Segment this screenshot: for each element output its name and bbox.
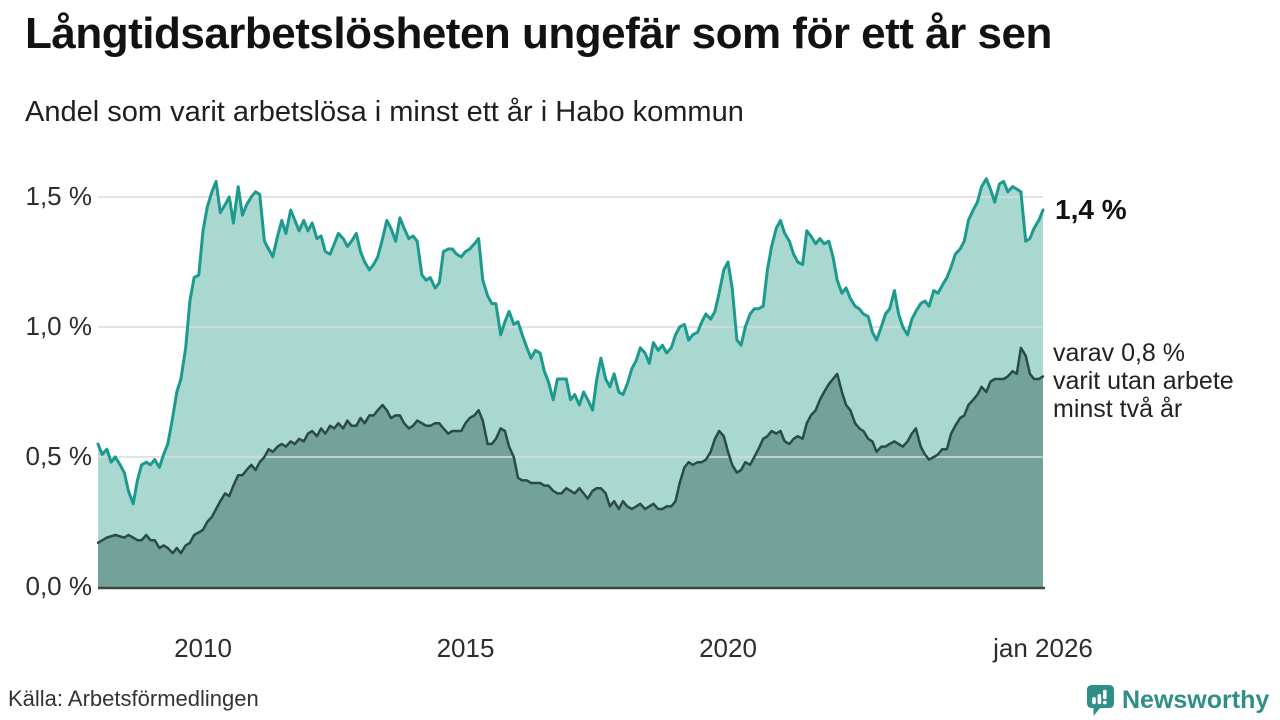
series-area-1 [98, 347, 1043, 587]
page-title: Långtidsarbetslösheten ungefär som för e… [25, 9, 1052, 58]
source-note: Källa: Arbetsförmedlingen [8, 686, 259, 711]
series-line-0 [96, 177, 1045, 506]
x-tick-label: jan 2026 [993, 633, 1093, 663]
newsworthy-wordmark: Newsworthy [1122, 686, 1270, 714]
series-line-1 [96, 346, 1045, 555]
latest-value-label: 1,4 % [1055, 194, 1127, 225]
page-subtitle: Andel som varit arbetslösa i minst ett å… [25, 96, 744, 128]
x-tick-label: 2020 [699, 633, 757, 663]
x-tick-label: 2015 [436, 633, 495, 663]
newsworthy-logo: Newsworthy [1086, 684, 1269, 718]
newsworthy-bubble-icon [1087, 685, 1114, 716]
y-tick-label: 0,0 % [25, 571, 93, 601]
x-tick-label: 2010 [174, 633, 232, 663]
secondary-series-label: varav 0,8 % varit utan arbete minst två … [1053, 339, 1234, 423]
y-tick-label: 0,5 % [25, 441, 93, 471]
y-tick-label: 1,5 % [25, 181, 93, 211]
y-tick-label: 1,0 % [25, 311, 93, 341]
